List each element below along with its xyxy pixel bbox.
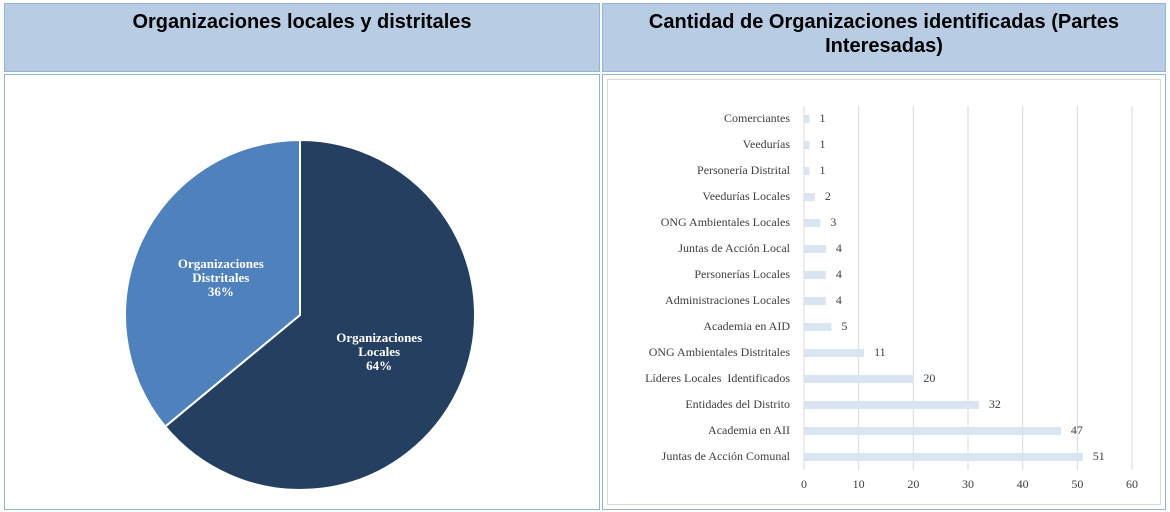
bar: [804, 167, 810, 175]
bar-title: Cantidad de Organizaciones identificadas…: [602, 3, 1166, 72]
x-tick-label: 0: [801, 477, 807, 491]
x-tick-label: 10: [853, 477, 865, 491]
bar: [804, 349, 865, 357]
pie-slice: [124, 138, 301, 428]
category-label: Entidades del Distrito: [685, 397, 790, 411]
x-tick-label: 40: [1017, 477, 1029, 491]
value-label: 1: [819, 111, 825, 125]
value-label: 5: [841, 319, 847, 333]
x-tick-label: 60: [1126, 477, 1138, 491]
value-label: 11: [874, 345, 886, 359]
slice-label: Organizaciones Locales 64%: [324, 331, 434, 373]
value-label: 1: [819, 163, 825, 177]
category-label: ONG Ambientales Locales: [661, 215, 791, 229]
category-label: Juntas de Acción Local: [678, 241, 790, 255]
x-tick-label: 20: [907, 477, 919, 491]
x-tick-label: 50: [1071, 477, 1083, 491]
bar: [804, 323, 832, 331]
bar: [804, 375, 914, 383]
value-label: 32: [989, 397, 1001, 411]
bar: [804, 245, 826, 253]
plot-frame: [607, 79, 1161, 505]
category-label: Academia en AII: [708, 423, 790, 437]
value-label: 4: [836, 293, 842, 307]
category-label: Personería Distrital: [697, 163, 791, 177]
value-label: 2: [825, 189, 831, 203]
slice-value: 64%: [366, 358, 393, 374]
value-label: 3: [830, 215, 836, 229]
bar: [804, 271, 826, 279]
category-label: Administraciones Locales: [665, 293, 790, 307]
bar: [804, 297, 826, 305]
bar: [804, 219, 821, 227]
category-label: Veedurías: [743, 137, 791, 151]
value-label: 1: [819, 137, 825, 151]
value-label: 4: [836, 267, 842, 281]
bar: [804, 141, 810, 149]
pie-cell: [4, 74, 600, 510]
category-label: ONG Ambientales Distritales: [649, 345, 791, 359]
value-label: 20: [923, 371, 935, 385]
category-label: Academia en AID: [703, 319, 790, 333]
category-label: Líderes Locales Identificados: [645, 371, 790, 385]
slice-label: Organizaciones Distritales 36%: [166, 255, 276, 299]
bar: [804, 401, 979, 409]
value-label: 4: [836, 241, 842, 255]
bar: [804, 427, 1061, 435]
category-label: Veedurías Locales: [702, 189, 790, 203]
x-tick-label: 30: [962, 477, 974, 491]
pie-title: Organizaciones locales y distritales: [4, 3, 600, 72]
slice-value: 36%: [207, 283, 234, 299]
category-label: Comerciantes: [724, 111, 790, 125]
bar: [804, 115, 810, 123]
category-label: Juntas de Acción Comunal: [662, 449, 791, 463]
pie-slice: [163, 138, 476, 491]
value-label: 47: [1071, 423, 1083, 437]
slice-name: Organizaciones Locales: [336, 330, 423, 360]
value-label: 51: [1093, 449, 1105, 463]
bar: [804, 453, 1083, 461]
bar: [804, 193, 815, 201]
category-label: Personerías Locales: [694, 267, 790, 281]
slice-name: Organizaciones Distritales: [177, 255, 264, 285]
bar-cell: [602, 74, 1166, 510]
